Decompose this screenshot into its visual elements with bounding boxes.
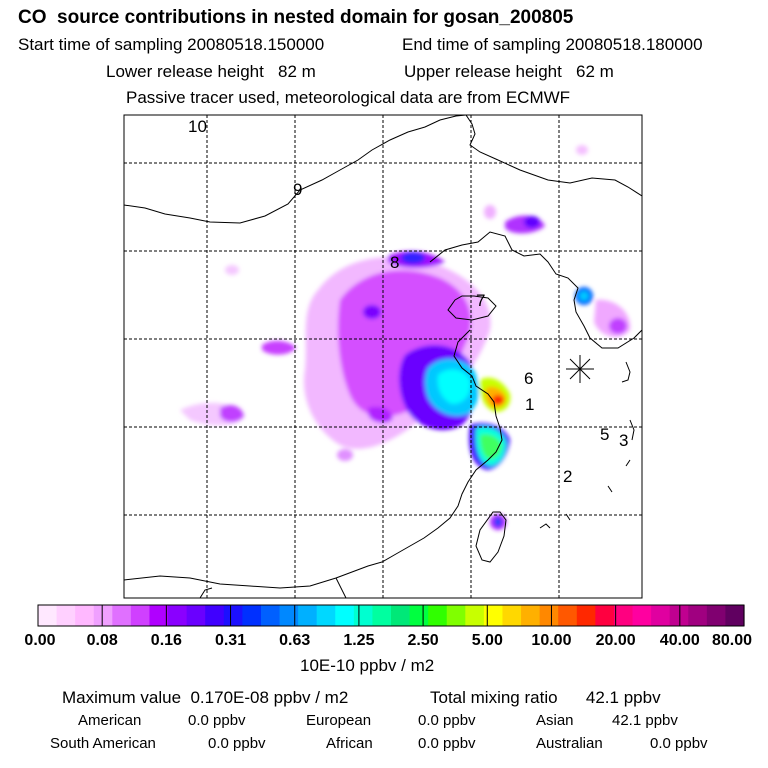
colorbar-swatch	[502, 605, 522, 626]
colorbar-tick-label: 0.16	[150, 632, 182, 649]
colorbar-tick-label: 0.00	[24, 632, 56, 649]
colorbar-swatch	[260, 605, 281, 626]
colorbar	[38, 605, 745, 626]
colorbar-swatch	[446, 605, 466, 626]
colorbar-swatch	[93, 605, 113, 626]
colorbar-swatch	[669, 605, 689, 626]
colorbar-swatch	[205, 605, 225, 626]
start-time-label: Start time of sampling 20080518.150000	[18, 35, 325, 54]
colorbar-swatch	[632, 605, 652, 626]
map-frame	[123, 114, 643, 599]
tracer-note: Passive tracer used, meteorological data…	[126, 88, 571, 107]
trajectory-label: 1	[525, 395, 534, 414]
colorbar-swatch	[112, 605, 132, 626]
trajectory-label: 9	[293, 180, 302, 199]
colorbar-tick-label: 10.00	[531, 632, 572, 649]
concentration-field	[124, 115, 642, 598]
trajectory-label: 7	[476, 291, 485, 310]
colorbar-swatch	[651, 605, 671, 626]
colorbar-swatch	[558, 605, 578, 626]
colorbar-swatch	[725, 605, 745, 626]
region-label-american: American	[78, 712, 142, 729]
colorbar-swatch	[688, 605, 708, 626]
region-value-south-american: 0.0 ppbv	[208, 735, 266, 752]
colorbar-swatch	[56, 605, 76, 626]
colorbar-swatch	[242, 605, 262, 626]
colorbar-tick-label: 1.25	[343, 632, 375, 649]
colorbar-tick-label: 5.00	[471, 632, 503, 649]
colorbar-swatch	[539, 605, 559, 626]
trajectory-label: 6	[524, 369, 533, 388]
colorbar-swatch	[335, 605, 355, 626]
colorbar-tick-label: 2.50	[407, 632, 439, 649]
trajectory-labels: 10 9 8 7 6 1 5 3 2	[188, 117, 628, 486]
colorbar-swatch	[186, 605, 206, 626]
colorbar-tick-label: 0.63	[279, 632, 311, 649]
colorbar-swatch	[613, 605, 634, 626]
region-value-australian: 0.0 ppbv	[650, 735, 708, 752]
end-time-label: End time of sampling 20080518.180000	[402, 35, 703, 54]
colorbar-swatch	[223, 605, 243, 626]
trajectory-label: 10	[188, 117, 207, 136]
colorbar-swatch	[391, 605, 411, 626]
trajectory-label: 3	[619, 431, 628, 450]
colorbar-swatch	[576, 605, 596, 626]
trajectory-label: 5	[600, 425, 609, 444]
colorbar-tick-label: 40.00	[659, 632, 700, 649]
colorbar-swatch	[428, 605, 448, 626]
colorbar-swatch	[75, 605, 95, 626]
colorbar-swatch	[279, 605, 299, 626]
region-label-asian: Asian	[536, 712, 574, 729]
colorbar-swatch	[521, 605, 541, 626]
lower-release-height-label: Lower release height 82 m	[106, 62, 316, 81]
colorbar-tick-label: 0.31	[214, 632, 247, 649]
region-value-african: 0.0 ppbv	[418, 735, 476, 752]
colorbar-swatch	[465, 605, 485, 626]
coastline	[124, 115, 642, 598]
total-mixing-ratio-label: Total mixing ratio 42.1 ppbv	[430, 688, 661, 707]
colorbar-swatch	[298, 605, 318, 626]
trajectory-label: 8	[390, 253, 399, 272]
colorbar-swatch	[149, 605, 169, 626]
region-value-asian: 42.1 ppbv	[612, 712, 678, 729]
lat-lon-grid	[124, 115, 642, 598]
region-label-european: European	[306, 712, 372, 729]
colorbar-swatch	[168, 605, 188, 626]
region-value-american: 0.0 ppbv	[188, 712, 246, 729]
region-label-african: African	[326, 735, 373, 752]
colorbar-swatch	[595, 605, 615, 626]
trajectory-label: 2	[563, 467, 572, 486]
colorbar-swatch	[372, 605, 392, 626]
region-label-south-american: South American	[50, 735, 156, 752]
region-value-european: 0.0 ppbv	[418, 712, 476, 729]
colorbar-swatch	[316, 605, 336, 626]
colorbar-ticks	[37, 605, 745, 626]
plot-title: CO source contributions in nested domain…	[18, 7, 574, 28]
upper-release-height-label: Upper release height 62 m	[404, 62, 614, 81]
colorbar-swatch	[130, 605, 151, 626]
receptor-star-icon	[566, 355, 594, 383]
colorbar-swatch	[38, 605, 58, 626]
colorbar-swatch	[483, 605, 504, 626]
colorbar-tick-label: 20.00	[595, 632, 636, 649]
colorbar-tick-label: 80.00	[711, 632, 753, 649]
colorbar-units: 10E-10 ppbv / m2	[300, 656, 435, 675]
colorbar-swatch	[706, 605, 727, 626]
colorbar-tick-label: 0.08	[86, 632, 118, 649]
colorbar-swatch	[409, 605, 429, 626]
colorbar-swatch	[353, 605, 374, 626]
region-label-australian: Australian	[536, 735, 603, 752]
maximum-value-label: Maximum value 0.170E-08 ppbv / m2	[62, 688, 349, 707]
